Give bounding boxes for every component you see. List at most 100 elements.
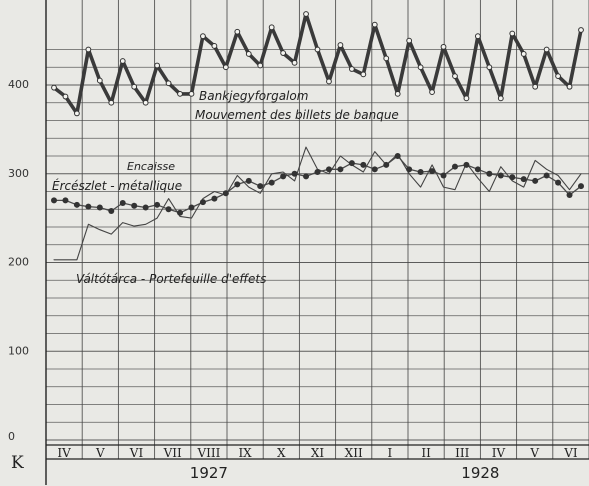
series-0-point: [108, 99, 115, 106]
series-0-point: [74, 110, 80, 117]
series-0-point: [337, 42, 344, 48]
series-1-point: [222, 190, 229, 197]
x-axis-month-labels: IV V VI VII VIII IX X XI XII I II III IV V VI: [57, 446, 577, 460]
series-0-point: [314, 46, 321, 53]
series-0-point: [532, 83, 539, 90]
series-1-point: [177, 209, 184, 216]
series-label-encaisse: Encaisse: [127, 160, 175, 173]
x-year-label: 1928: [461, 464, 499, 482]
series-markers: [51, 11, 584, 216]
series-1-point: [578, 183, 584, 190]
series-0-point: [348, 66, 355, 72]
series-1-point: [429, 168, 436, 175]
series-1-point: [406, 166, 413, 173]
series-label-bankjegyforgalom: Bankjegyforgalom: [199, 89, 308, 103]
series-label-valtotarca: Váltótárca - Portefeuille d'effets: [76, 272, 266, 286]
series-1-point: [337, 166, 344, 173]
x-month-label: XII: [345, 446, 363, 460]
series-0-point: [406, 37, 413, 44]
series-0-point: [474, 33, 481, 40]
series-0-point: [303, 11, 309, 17]
series-0-point: [578, 27, 584, 33]
series-1-point: [51, 197, 57, 204]
series-1-point: [154, 201, 161, 208]
y-tick-label: 0: [8, 430, 15, 443]
series-1-point: [108, 208, 115, 215]
series-0-point: [520, 51, 527, 57]
series-0-point: [154, 62, 161, 69]
series-1-point: [497, 172, 504, 179]
series-1-point: [119, 200, 126, 207]
grid: [45, 0, 589, 485]
x-month-label: X: [277, 446, 286, 460]
y-tick-label: 400: [8, 78, 29, 91]
series-1-point: [199, 199, 206, 206]
x-month-label: V: [95, 446, 105, 460]
series-0-point: [417, 64, 424, 71]
y-tick-label: 100: [8, 344, 29, 357]
series-0-point: [96, 77, 103, 84]
x-month-label: VII: [163, 446, 182, 460]
series-1-point: [509, 174, 516, 181]
series-0-point: [188, 90, 195, 97]
series-1-point: [303, 173, 310, 180]
series-0-point: [555, 73, 561, 80]
series-0-point: [509, 30, 516, 37]
x-month-label: VIII: [196, 446, 220, 460]
series-0-point: [429, 89, 435, 95]
series-1-point: [371, 166, 378, 173]
x-month-label: V: [529, 446, 539, 460]
x-year-label: 1927: [190, 464, 228, 482]
series-0-point: [371, 21, 378, 28]
series-0-point: [211, 43, 218, 49]
series-1-point: [73, 201, 80, 208]
series-0-point: [280, 50, 287, 56]
series-0-point: [486, 64, 493, 71]
y-tick-label: 300: [8, 167, 29, 180]
series-1-point: [520, 176, 527, 183]
series-1-point: [440, 172, 447, 179]
series-0-point: [360, 71, 367, 78]
series-1-point: [291, 170, 298, 177]
series-1-point: [96, 204, 103, 211]
series-1-point: [131, 202, 138, 209]
x-month-label: IX: [238, 446, 252, 460]
x-month-label: I: [388, 446, 393, 460]
series-1-point: [566, 192, 573, 199]
series-1-point: [555, 179, 562, 186]
series-1-point: [314, 168, 321, 175]
series-1-point: [280, 173, 287, 180]
series-0-point: [85, 46, 92, 53]
series-0-point: [394, 90, 401, 97]
series-0-point: [234, 28, 241, 35]
unit-symbol: K: [11, 453, 24, 473]
series-0-point: [142, 99, 149, 106]
series-1-point: [234, 181, 241, 188]
series-1-point: [463, 161, 470, 168]
y-axis-ticks: 0 100 200 300 400: [8, 78, 29, 443]
series-0-point: [291, 59, 298, 66]
series-0-point: [119, 58, 126, 64]
series-1-point: [474, 166, 481, 173]
series-1-point: [268, 179, 275, 186]
series-1-point: [325, 166, 332, 173]
series-0-point: [452, 73, 458, 80]
series-label-mouvement-billets: Mouvement des billets de banque: [195, 108, 399, 122]
x-month-label: IV: [492, 446, 506, 460]
series-1-point: [360, 161, 367, 168]
series-1-point: [543, 172, 550, 179]
series-1-point: [188, 204, 195, 211]
series-0-point: [497, 95, 504, 102]
series-1-point: [257, 183, 264, 190]
series-0-point: [222, 64, 229, 71]
x-axis-year-labels: 1927 1928: [190, 464, 500, 482]
series-1-point: [245, 177, 252, 184]
series-1-point: [486, 170, 493, 177]
series-1-point: [85, 203, 92, 210]
x-month-label: IV: [57, 446, 71, 460]
series-0-point: [245, 51, 252, 57]
series-1-point: [211, 195, 218, 202]
series-0-point: [566, 83, 573, 90]
